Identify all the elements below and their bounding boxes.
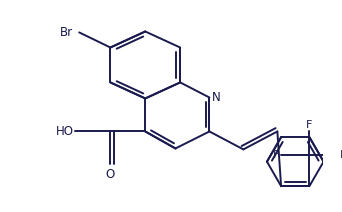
Text: F: F — [273, 150, 279, 160]
Text: O: O — [106, 168, 115, 181]
Text: F: F — [306, 120, 313, 130]
Text: HO: HO — [56, 125, 74, 138]
Text: N: N — [212, 91, 221, 104]
Text: F: F — [340, 150, 342, 160]
Text: Br: Br — [60, 26, 73, 39]
